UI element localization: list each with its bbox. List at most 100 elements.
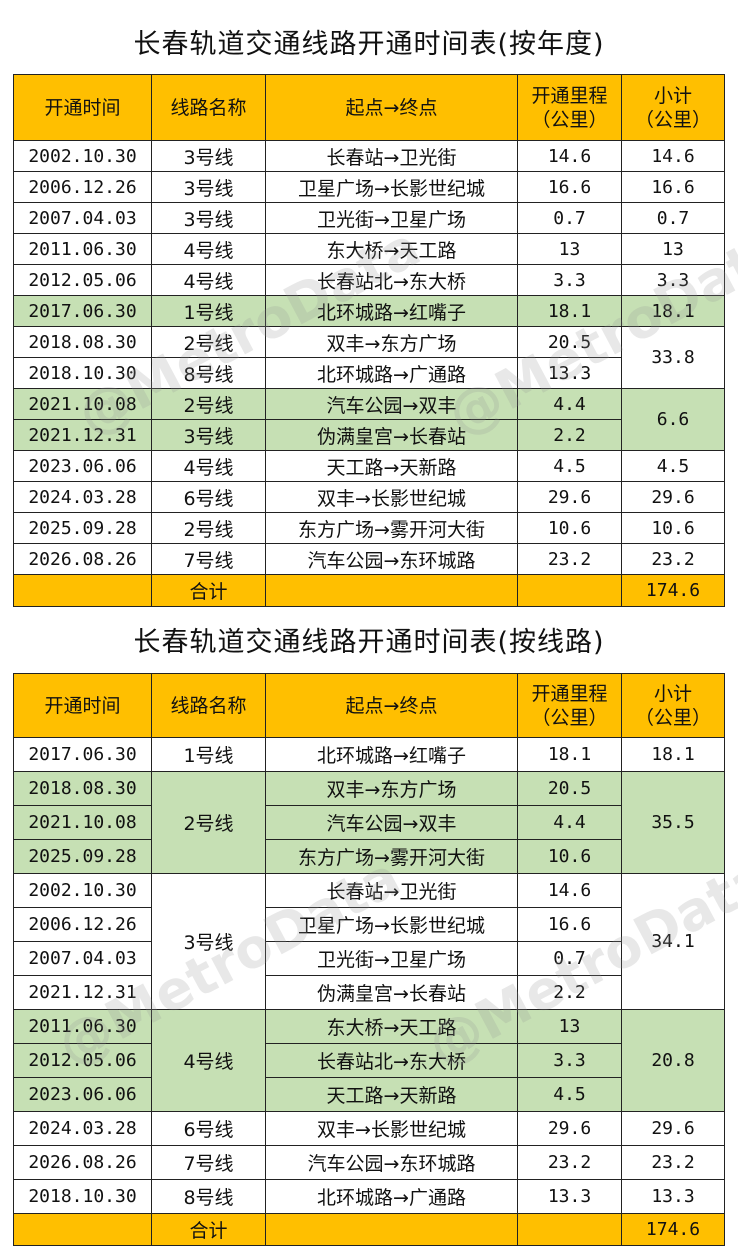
date-cell: 2024.03.28 xyxy=(13,1111,152,1146)
route-cell: 天工路→天新路 xyxy=(265,450,518,482)
route-cell: 东方广场→雾开河大街 xyxy=(265,839,518,874)
length-cell: 4.5 xyxy=(517,450,622,482)
table-by-year-title: 长春轨道交通线路开通时间表(按年度) xyxy=(133,29,605,60)
line-cell: 8号线 xyxy=(151,357,266,389)
table-row: 2026.08.26 7号线 汽车公园→东环城路 23.2 23.2 xyxy=(13,543,725,575)
length-cell: 3.3 xyxy=(517,264,622,296)
header-line: 线路名称 xyxy=(151,74,266,141)
date-cell: 2007.04.03 xyxy=(13,202,152,234)
header-length: 开通里程 （公里） xyxy=(517,673,622,738)
line-cell: 2号线 xyxy=(151,326,266,358)
date-cell: 2025.09.28 xyxy=(13,839,152,874)
length-cell: 13 xyxy=(517,233,622,265)
line-cell: 3号线 xyxy=(151,202,266,234)
subtotal-cell: 33.8 xyxy=(621,326,725,389)
line-cell: 3号线 xyxy=(151,171,266,203)
table-row: 2012.05.06 长春站北→东大桥 3.3 xyxy=(13,1043,725,1078)
length-cell: 23.2 xyxy=(517,543,622,575)
route-cell: 天工路→天新路 xyxy=(265,1077,518,1112)
date-cell: 2012.05.06 xyxy=(13,264,152,296)
total-label: 合计 xyxy=(151,1213,266,1246)
line-cell: 6号线 xyxy=(151,481,266,513)
date-cell: 2011.06.30 xyxy=(13,233,152,265)
line-cell: 7号线 xyxy=(151,543,266,575)
length-cell: 3.3 xyxy=(517,1043,622,1078)
subtotal-cell: 18.1 xyxy=(621,737,725,772)
header-date: 开通时间 xyxy=(13,673,152,738)
total-label: 合计 xyxy=(151,574,266,607)
table-row: 2007.04.03 3号线 卫光街→卫星广场 0.7 0.7 xyxy=(13,202,725,234)
date-cell: 2012.05.06 xyxy=(13,1043,152,1078)
date-cell: 2017.06.30 xyxy=(13,295,152,327)
length-cell: 13.3 xyxy=(517,357,622,389)
header-subtotal: 小计 （公里） xyxy=(621,673,725,738)
length-cell: 4.5 xyxy=(517,1077,622,1112)
table-row: 2007.04.03 卫光街→卫星广场 0.7 xyxy=(13,941,725,976)
table-row: 2021.12.31 伪满皇宫→长春站 2.2 xyxy=(13,975,725,1010)
route-cell: 北环城路→红嘴子 xyxy=(265,737,518,772)
table-row: 2012.05.06 4号线 长春站北→东大桥 3.3 3.3 xyxy=(13,264,725,296)
line-cell: 4号线 xyxy=(151,264,266,296)
total-empty-cell xyxy=(265,1213,518,1246)
route-cell: 北环城路→红嘴子 xyxy=(265,295,518,327)
length-cell: 10.6 xyxy=(517,512,622,544)
total-value: 174.6 xyxy=(621,1213,725,1246)
length-cell: 18.1 xyxy=(517,737,622,772)
table-row: 2018.08.30 2号线 双丰→东方广场 20.5 33.8 xyxy=(13,326,725,389)
date-cell: 2018.08.30 xyxy=(13,771,152,806)
length-cell: 2.2 xyxy=(517,975,622,1010)
line-cell: 3号线 xyxy=(151,873,266,1010)
route-cell: 卫星广场→长影世纪城 xyxy=(265,171,518,203)
length-cell: 29.6 xyxy=(517,1111,622,1146)
length-cell: 18.1 xyxy=(517,295,622,327)
date-cell: 2007.04.03 xyxy=(13,941,152,976)
subtotal-cell: 6.6 xyxy=(621,388,725,451)
table-by-line-title: 长春轨道交通线路开通时间表(按线路) xyxy=(133,627,605,658)
line-cell: 6号线 xyxy=(151,1111,266,1146)
route-cell: 双丰→东方广场 xyxy=(265,326,518,358)
length-cell: 0.7 xyxy=(517,202,622,234)
subtotal-cell: 23.2 xyxy=(621,1145,725,1180)
route-cell: 卫光街→卫星广场 xyxy=(265,941,518,976)
total-empty-cell xyxy=(265,574,518,607)
table-row: 2017.06.30 1号线 北环城路→红嘴子 18.1 18.1 xyxy=(13,295,725,327)
subtotal-cell: 3.3 xyxy=(621,264,725,296)
date-cell: 2025.09.28 xyxy=(13,512,152,544)
route-cell: 卫星广场→长影世纪城 xyxy=(265,907,518,942)
table-row: 2011.06.30 4号线 东大桥→天工路 13 13 xyxy=(13,233,725,265)
length-cell: 2.2 xyxy=(517,419,622,451)
header-route: 起点→终点 xyxy=(265,673,518,738)
subtotal-cell: 13.3 xyxy=(621,1179,725,1214)
subtotal-cell: 29.6 xyxy=(621,481,725,513)
route-cell: 伪满皇宫→长春站 xyxy=(265,419,518,451)
table-row: 2024.03.28 6号线 双丰→长影世纪城 29.6 29.6 xyxy=(13,481,725,513)
table-row: 2025.09.28 东方广场→雾开河大街 10.6 xyxy=(13,839,725,874)
route-cell: 双丰→长影世纪城 xyxy=(265,481,518,513)
line-cell: 3号线 xyxy=(151,419,266,451)
date-cell: 2021.12.31 xyxy=(13,975,152,1010)
line-cell: 3号线 xyxy=(151,140,266,172)
date-cell: 2023.06.06 xyxy=(13,1077,152,1112)
table-row: 2006.12.26 卫星广场→长影世纪城 16.6 xyxy=(13,907,725,942)
date-cell: 2021.12.31 xyxy=(13,419,152,451)
date-cell: 2002.10.30 xyxy=(13,140,152,172)
line-cell: 4号线 xyxy=(151,450,266,482)
subtotal-cell: 14.6 xyxy=(621,140,725,172)
total-row: 合计 174.6 xyxy=(13,1213,725,1246)
table-row: 2024.03.28 6号线 双丰→长影世纪城 29.6 29.6 xyxy=(13,1111,725,1146)
route-cell: 卫光街→卫星广场 xyxy=(265,202,518,234)
table-row: 2018.10.30 8号线 北环城路→广通路 13.3 xyxy=(13,357,725,389)
table-row: 2002.10.30 3号线 长春站→卫光街 14.6 14.6 xyxy=(13,140,725,172)
route-cell: 东大桥→天工路 xyxy=(265,233,518,265)
route-cell: 北环城路→广通路 xyxy=(265,357,518,389)
subtotal-cell: 29.6 xyxy=(621,1111,725,1146)
route-cell: 长春站→卫光街 xyxy=(265,873,518,908)
subtotal-cell: 23.2 xyxy=(621,543,725,575)
line-cell: 2号线 xyxy=(151,388,266,420)
date-cell: 2021.10.08 xyxy=(13,388,152,420)
subtotal-cell: 34.1 xyxy=(621,873,725,1010)
total-empty-cell xyxy=(517,1213,622,1246)
subtotal-cell: 4.5 xyxy=(621,450,725,482)
date-cell: 2011.06.30 xyxy=(13,1009,152,1044)
subtotal-cell: 0.7 xyxy=(621,202,725,234)
